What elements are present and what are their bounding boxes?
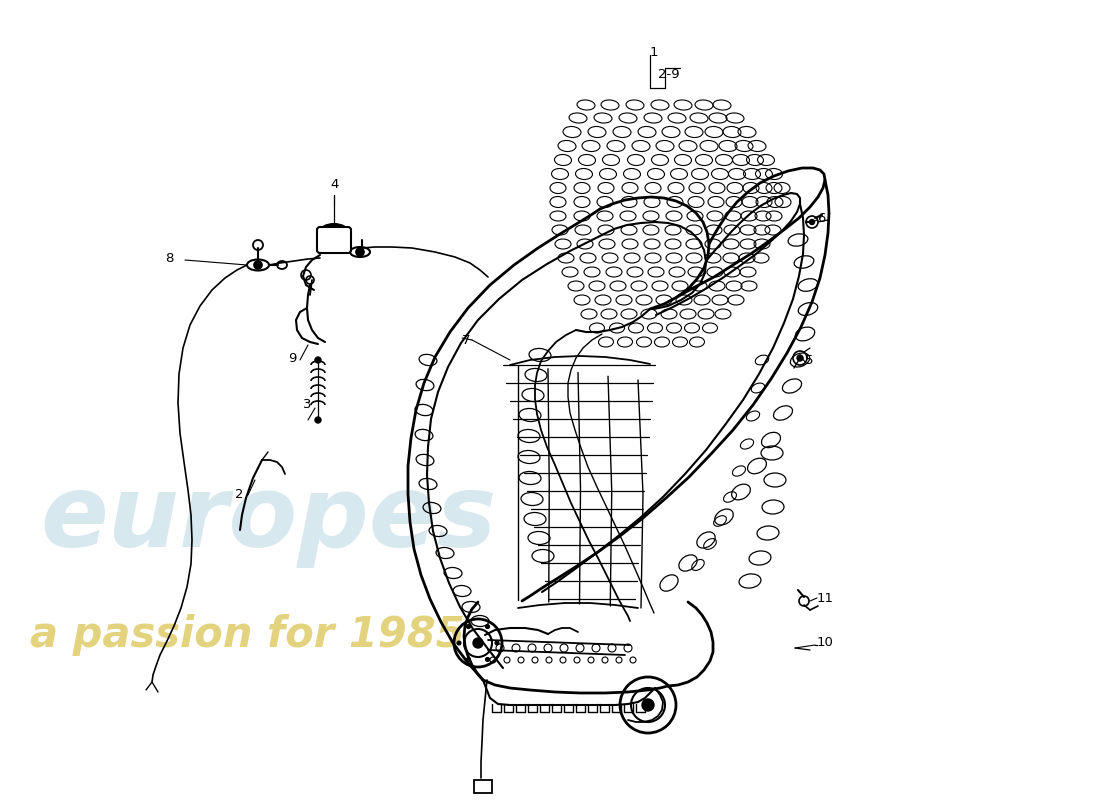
Circle shape xyxy=(495,641,499,645)
Circle shape xyxy=(642,699,654,711)
Text: 4: 4 xyxy=(330,178,339,191)
FancyBboxPatch shape xyxy=(317,227,351,253)
Circle shape xyxy=(456,641,461,645)
Text: 2-9: 2-9 xyxy=(658,69,680,82)
Circle shape xyxy=(466,658,471,662)
Text: 1: 1 xyxy=(650,46,659,59)
Circle shape xyxy=(810,219,814,225)
Text: 10: 10 xyxy=(817,637,834,650)
Circle shape xyxy=(315,357,321,363)
Text: 7: 7 xyxy=(462,334,471,346)
Text: 8: 8 xyxy=(165,251,174,265)
Circle shape xyxy=(330,226,338,234)
Circle shape xyxy=(798,355,803,361)
Text: 11: 11 xyxy=(817,591,834,605)
Circle shape xyxy=(356,248,364,256)
Text: 5: 5 xyxy=(805,354,814,366)
Circle shape xyxy=(485,658,490,662)
Text: 2: 2 xyxy=(235,489,243,502)
Circle shape xyxy=(473,638,483,648)
Circle shape xyxy=(466,625,471,629)
Text: a passion for 1985: a passion for 1985 xyxy=(30,614,464,656)
Text: europes: europes xyxy=(40,471,496,569)
Circle shape xyxy=(254,261,262,269)
Text: 3: 3 xyxy=(302,398,311,411)
Text: 6: 6 xyxy=(817,211,825,225)
Circle shape xyxy=(315,417,321,423)
Circle shape xyxy=(485,625,490,629)
Text: 9: 9 xyxy=(288,351,296,365)
FancyBboxPatch shape xyxy=(474,780,492,793)
